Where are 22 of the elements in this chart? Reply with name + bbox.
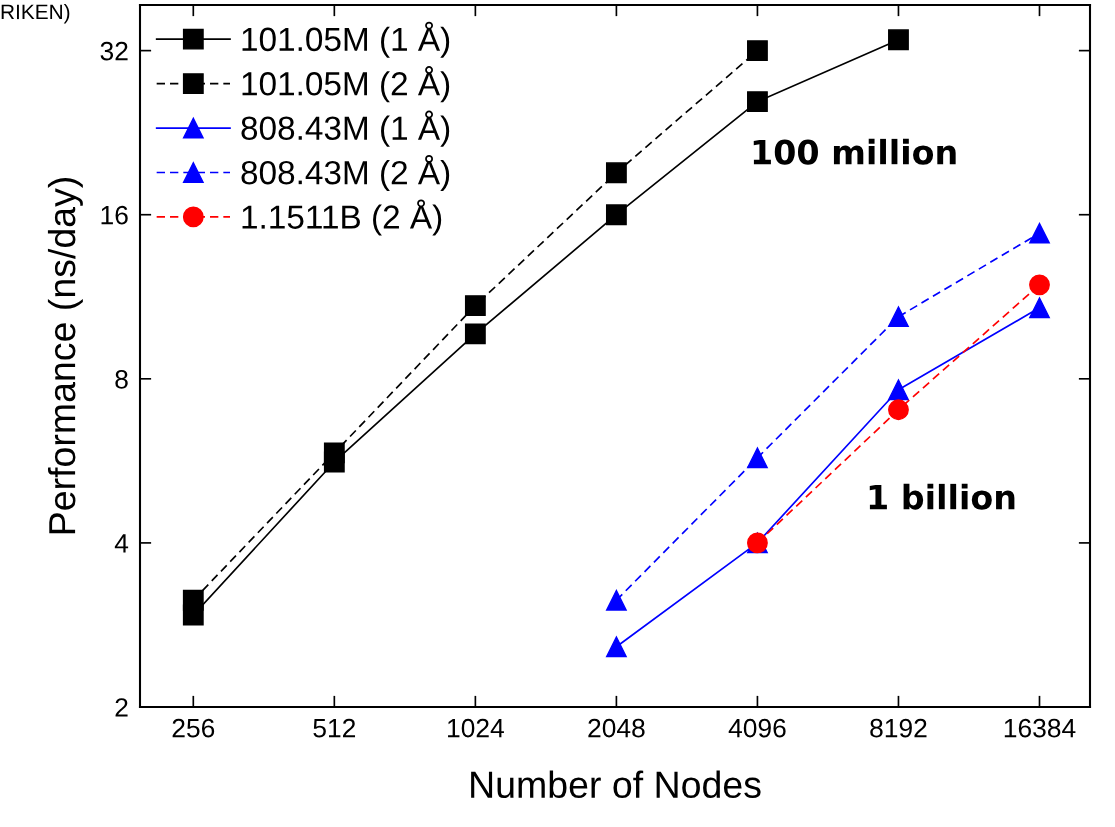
x-axis-title: Number of Nodes bbox=[471, 770, 761, 799]
annotation: 1 billion bbox=[869, 483, 1015, 510]
x-tick-label: 4096 bbox=[728, 718, 786, 738]
x-tick-label: 256 bbox=[172, 718, 215, 738]
x-tick-label: 2048 bbox=[588, 718, 645, 738]
text: RIKEN) bbox=[1, 4, 70, 24]
y-tick-label: 2 bbox=[115, 698, 128, 717]
y-tick-label: 32 bbox=[100, 41, 128, 61]
y-axis-title: Performance (ns/day) bbox=[47, 178, 83, 534]
legend-label: 808.43M (2 Å) bbox=[241, 154, 450, 192]
legend-label: 101.05M (1 Å) bbox=[242, 21, 450, 58]
x-tick-label: 1024 bbox=[448, 718, 504, 738]
y-tick-label: 4 bbox=[114, 534, 129, 553]
legend-label: 808.43M (1 Å) bbox=[241, 110, 450, 147]
y-tick-label: 16 bbox=[101, 205, 128, 225]
legend-label: 101.05M (2 Å) bbox=[242, 66, 450, 103]
x-tick-label: 512 bbox=[313, 718, 356, 738]
legend-label: 1.1511B (2 Å) bbox=[242, 199, 442, 236]
y-tick-label: 8 bbox=[115, 369, 128, 389]
annotation: 100 million bbox=[753, 138, 956, 165]
x-tick-label: 16384 bbox=[1004, 718, 1076, 738]
x-tick-label: 8192 bbox=[870, 718, 927, 738]
